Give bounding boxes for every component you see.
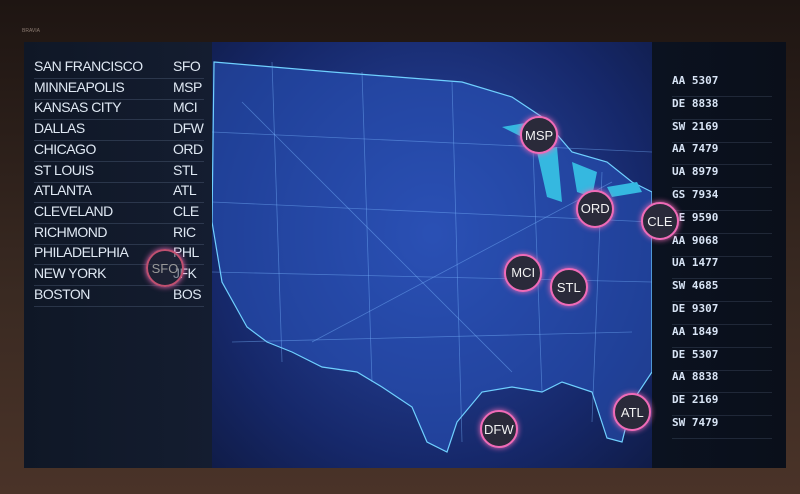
flight-number: SW 4685 [672, 279, 772, 303]
city-name: ST LOUIS [34, 161, 94, 178]
flight-list-panel [652, 42, 786, 468]
flight-number: AA 1849 [672, 325, 772, 348]
airport-row: ATLANTA ATL [34, 182, 204, 204]
city-name: PHILADELPHIA [34, 244, 129, 261]
flight-number: DE 8838 [672, 97, 772, 120]
city-name: CHICAGO [34, 140, 96, 157]
us-map[interactable] [211, 42, 653, 468]
airport-marker-sfo[interactable]: SFO [146, 249, 184, 287]
us-landmass [211, 61, 653, 453]
city-name: NEW YORK [34, 265, 106, 281]
flight-number: GS 7934 [672, 188, 772, 211]
airport-marker-stl[interactable]: STL [549, 268, 588, 307]
airport-row: RICHMOND RIC [34, 224, 204, 245]
airport-marker-mci[interactable]: MCI [504, 253, 543, 292]
airport-row: MINNEAPOLIS MSP [34, 79, 204, 100]
airport-row: KANSAS CITY MCI [34, 99, 204, 121]
airport-code: STL [173, 161, 198, 178]
airport-code: MCI [173, 99, 198, 116]
city-name: ATLANTA [34, 182, 92, 199]
tv-brand-logo: BRAVIA [22, 28, 40, 34]
flight-number: AA 8838 [672, 370, 772, 394]
airport-row: BOSTON BOS [34, 286, 204, 307]
airport-marker-cle[interactable]: CLE [640, 202, 679, 241]
flight-number: UA 8979 [672, 165, 772, 189]
airport-marker-dfw[interactable]: DFW [479, 410, 518, 449]
airport-marker-msp[interactable]: MSP [520, 116, 559, 155]
airport-row: CLEVELAND CLE [34, 203, 204, 224]
airport-row: CHICAGO ORD [34, 141, 204, 162]
airport-row: SAN FRANCISCO SFO [34, 58, 204, 79]
flight-number: AA 9068 [672, 234, 772, 257]
airport-code: ORD [173, 140, 203, 157]
city-name: SAN FRANCISCO [34, 58, 143, 74]
airport-code: DFW [173, 120, 204, 137]
city-name: RICHMOND [34, 223, 108, 240]
airport-code: ATL [173, 182, 197, 199]
highway-network [211, 61, 653, 443]
airport-code: BOS [173, 285, 202, 302]
us-map-svg [211, 61, 653, 453]
airport-row: ST LOUIS STL [34, 162, 204, 183]
flight-display-screen: SAN FRANCISCO SFO MINNEAPOLIS MSP KANSAS CIT… [24, 42, 786, 468]
flight-number: AA 7479 [672, 142, 772, 166]
airport-marker-ord[interactable]: ORD [576, 189, 615, 228]
flight-number: DE 2169 [672, 393, 772, 417]
flight-number: SW 7479 [672, 416, 772, 439]
airport-code: SFO [173, 58, 201, 74]
airport-row: DALLAS DFW [34, 120, 204, 142]
flight-number: DE 9307 [672, 302, 772, 325]
city-name: KANSAS CITY [34, 99, 122, 116]
flight-number: SW 2169 [672, 120, 772, 143]
city-name: MINNEAPOLIS [34, 78, 125, 95]
flight-number: UA 1477 [672, 256, 772, 280]
city-name: CLEVELAND [34, 202, 113, 219]
flight-number: DE 5307 [672, 348, 772, 371]
flight-number: DE 9590 [672, 211, 772, 234]
city-name: BOSTON [34, 285, 90, 302]
flight-number: AA 5307 [672, 74, 772, 97]
airport-code: CLE [173, 202, 199, 219]
airport-code: RIC [173, 223, 196, 240]
airport-code: MSP [173, 78, 202, 95]
airport-list-panel [24, 42, 212, 468]
city-name: DALLAS [34, 120, 85, 137]
airport-marker-atl[interactable]: ATL [613, 393, 652, 432]
